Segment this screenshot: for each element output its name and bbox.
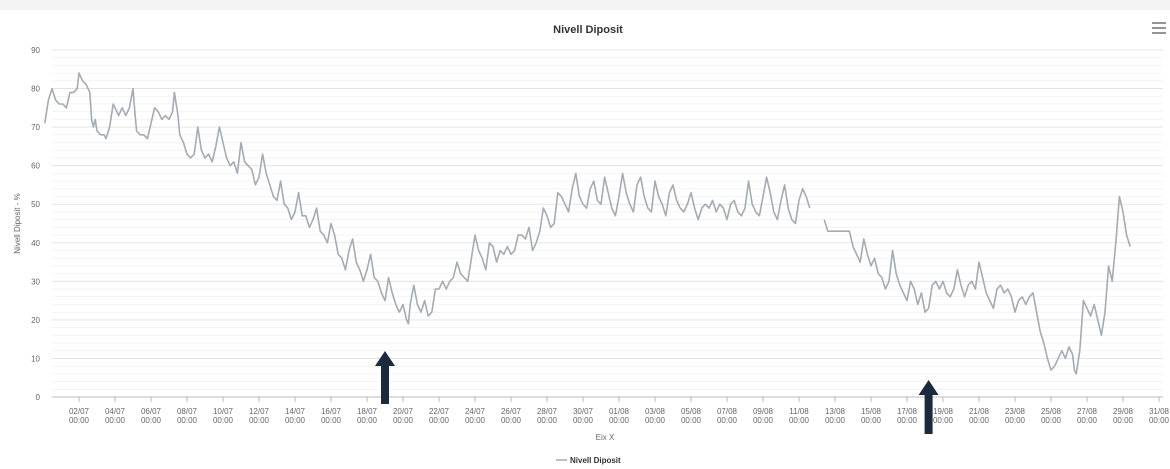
legend[interactable]: Nivell Diposit <box>556 456 621 465</box>
y-tick-label: 20 <box>31 316 40 325</box>
x-tick-label: 22/07 00:00 <box>429 407 450 425</box>
x-tick-label: 28/07 00:00 <box>537 407 558 425</box>
y-tick-label: 40 <box>31 239 40 248</box>
x-tick-label: 19/08 00:00 <box>933 407 954 425</box>
x-tick-label: 13/08 00:00 <box>825 407 846 425</box>
y-axis-label: Nivell Diposit - % <box>13 193 22 253</box>
x-tick-label: 27/08 00:00 <box>1077 407 1098 425</box>
x-tick-label: 04/07 00:00 <box>105 407 126 425</box>
y-tick-label: 30 <box>31 277 40 286</box>
x-tick-label: 06/07 00:00 <box>141 407 162 425</box>
series-line <box>44 72 811 325</box>
x-tick-label: 18/07 00:00 <box>357 407 378 425</box>
x-tick-label: 05/08 00:00 <box>681 407 702 425</box>
y-tick-label: 10 <box>31 354 40 363</box>
x-tick-label: 09/08 00:00 <box>753 407 774 425</box>
x-tick-label: 08/07 00:00 <box>177 407 198 425</box>
x-tick-label: 17/08 00:00 <box>897 407 918 425</box>
x-tick-label: 03/08 00:00 <box>645 407 666 425</box>
up-arrow-annotation <box>918 380 939 434</box>
x-tick-label: 23/08 00:00 <box>1005 407 1026 425</box>
x-tick-label: 31/08 00:00 <box>1149 407 1170 425</box>
x-tick-label: 12/07 00:00 <box>249 407 270 425</box>
x-tick-label: 26/07 00:00 <box>501 407 522 425</box>
legend-label: Nivell Diposit <box>570 456 621 465</box>
hamburger-menu-icon[interactable] <box>1150 20 1168 36</box>
x-tick-label: 21/08 00:00 <box>969 407 990 425</box>
up-arrow-annotation <box>375 351 395 404</box>
x-tick-label: 02/07 00:00 <box>69 407 90 425</box>
top-strip <box>0 0 1170 10</box>
x-tick-label: 29/08 00:00 <box>1113 407 1134 425</box>
x-tick-label: 01/08 00:00 <box>609 407 630 425</box>
x-axis-ticks: 02/07 00:00 04/07 00:00 06/07 00:00 08/07 00:00… <box>69 397 1170 425</box>
x-tick-label: 14/07 00:00 <box>285 407 306 425</box>
y-tick-label: 0 <box>36 393 41 402</box>
x-tick-label: 11/08 00:00 <box>789 407 810 425</box>
x-tick-label: 15/08 00:00 <box>861 407 882 425</box>
y-tick-label: 50 <box>31 200 40 209</box>
series-line <box>823 195 1131 375</box>
series-layer <box>44 72 1131 375</box>
x-axis-label: Eix X <box>596 433 615 442</box>
x-tick-label: 30/07 00:00 <box>573 407 594 425</box>
y-tick-label: 80 <box>31 85 40 94</box>
y-tick-label: 90 <box>31 46 40 55</box>
y-axis-ticks: 0 10 20 30 40 50 60 70 80 90 <box>31 46 40 402</box>
x-tick-label: 25/08 00:00 <box>1041 407 1062 425</box>
x-tick-label: 24/07 00:00 <box>465 407 486 425</box>
x-tick-label: 20/07 00:00 <box>393 407 414 425</box>
x-tick-label: 16/07 00:00 <box>321 407 342 425</box>
y-tick-label: 70 <box>31 123 40 132</box>
chart-title: Nivell Diposit <box>553 24 623 36</box>
x-tick-label: 10/07 00:00 <box>213 407 234 425</box>
gridlines <box>52 49 1163 398</box>
x-tick-label: 07/08 00:00 <box>717 407 738 425</box>
annotation-layer <box>375 351 939 434</box>
y-tick-label: 60 <box>31 162 40 171</box>
